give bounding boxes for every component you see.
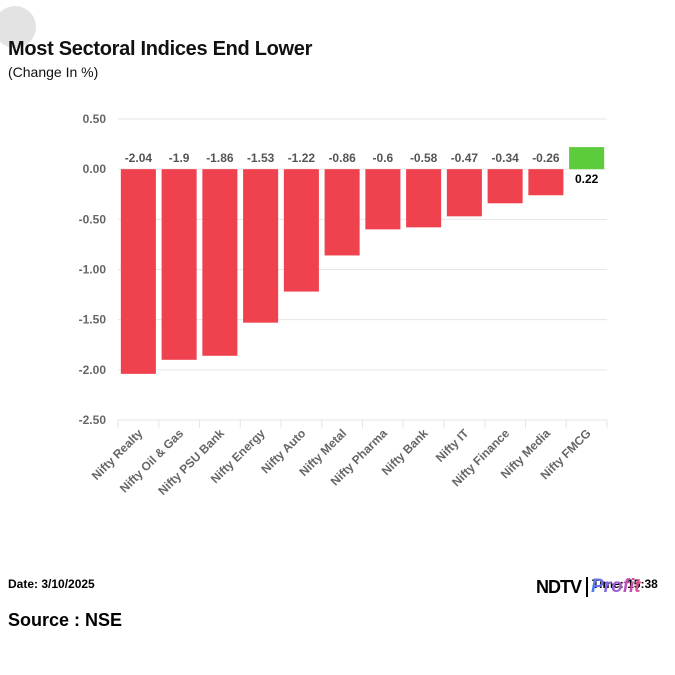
data-label: 0.22 (575, 172, 599, 186)
data-label: -2.04 (125, 151, 153, 165)
data-label: -0.34 (491, 151, 519, 165)
x-category-label: Nifty IT (433, 426, 472, 465)
bar (528, 169, 564, 196)
bar (446, 169, 482, 217)
bar (569, 147, 605, 170)
data-label: -0.58 (410, 151, 438, 165)
chart-subtitle: (Change In %) (8, 64, 99, 80)
data-label: -1.86 (206, 151, 234, 165)
data-label: -1.53 (247, 151, 275, 165)
y-tick-label: -1.00 (79, 263, 107, 277)
data-label: -0.6 (373, 151, 394, 165)
bar (283, 169, 319, 292)
bar (324, 169, 360, 256)
logo-profit-text: Profit (591, 576, 641, 597)
bar (202, 169, 238, 356)
y-tick-label: 0.00 (83, 162, 107, 176)
y-tick-label: -2.00 (79, 363, 107, 377)
logo-ndtv-text: NDTV (536, 576, 583, 598)
data-label: -0.26 (532, 151, 560, 165)
source-label: Source : NSE (8, 610, 123, 630)
data-label: -0.47 (451, 151, 479, 165)
y-tick-label: 0.50 (83, 112, 107, 126)
bar (120, 169, 156, 374)
corner-decoration (0, 6, 36, 48)
data-label: -1.22 (288, 151, 316, 165)
bar (243, 169, 279, 323)
bar (487, 169, 523, 204)
bar-chart: 0.50 0.00 -0.50 -1.00 -1.50 -2.00 -2.50 -2.04 Ni… (79, 112, 608, 498)
bar (161, 169, 197, 360)
logo-separator (586, 577, 588, 597)
ndtv-profit-logo: NDTV Profit (536, 575, 641, 599)
chart-title: Most Sectoral Indices End Lower (8, 38, 313, 60)
date-label: Date: 3/10/2025 (8, 577, 95, 591)
data-label: -0.86 (328, 151, 356, 165)
y-tick-label: -0.50 (79, 212, 107, 226)
data-label: -1.9 (169, 151, 190, 165)
y-tick-label: -2.50 (79, 413, 107, 427)
time-label: Time: 15:38 (592, 577, 658, 591)
bar (406, 169, 442, 228)
y-tick-label: -1.50 (79, 313, 107, 327)
bar (365, 169, 401, 230)
